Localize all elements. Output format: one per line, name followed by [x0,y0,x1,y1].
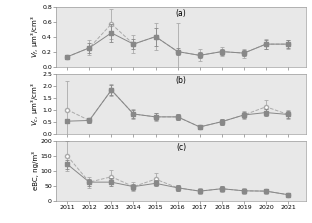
Text: (b): (b) [176,76,186,85]
Y-axis label: $V_c$, μm³/cm³: $V_c$, μm³/cm³ [30,82,41,126]
Y-axis label: eBC, ng/m³: eBC, ng/m³ [32,151,39,190]
Y-axis label: $V_f$, μm³/cm³: $V_f$, μm³/cm³ [30,15,41,58]
Text: (c): (c) [176,143,186,152]
Text: (a): (a) [176,9,186,18]
